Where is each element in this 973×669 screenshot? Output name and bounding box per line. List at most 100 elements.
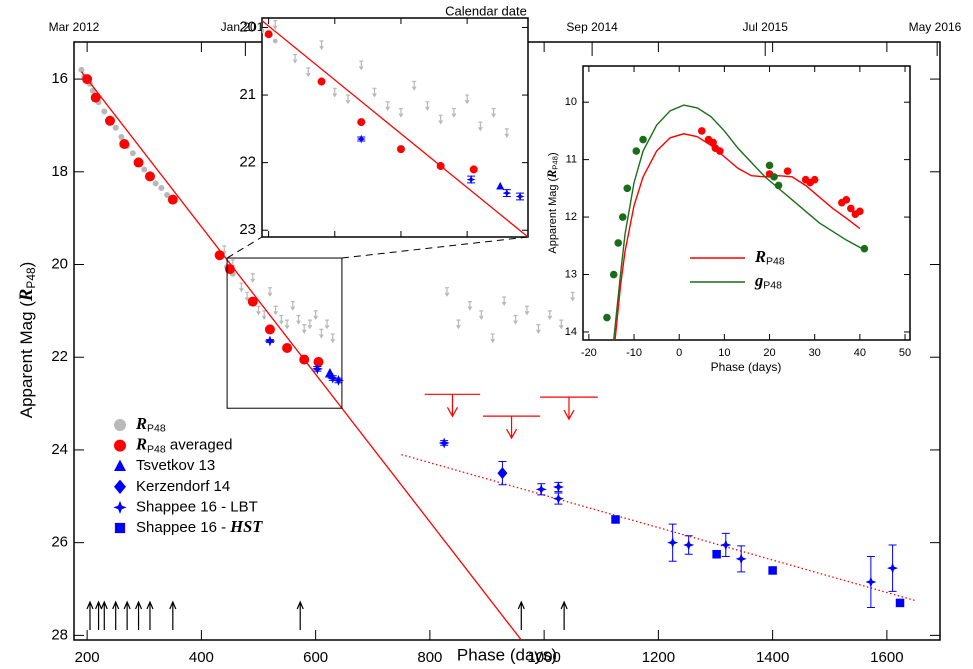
legend-label-part: averaged bbox=[166, 436, 233, 453]
point bbox=[810, 175, 819, 184]
y-tick-label: 28 bbox=[51, 626, 68, 643]
upper-limit-gray bbox=[570, 291, 576, 302]
upper-limit-gray bbox=[444, 287, 450, 297]
point bbox=[469, 165, 478, 174]
point bbox=[720, 539, 732, 551]
epoch-arrow bbox=[517, 600, 525, 630]
y-tick-label: 22 bbox=[51, 348, 68, 365]
point bbox=[114, 522, 126, 534]
legend-label: Shappee 16 - HST bbox=[136, 517, 263, 536]
y-tick-label: 24 bbox=[51, 441, 68, 458]
inset-y-axis-title-part: ) bbox=[547, 152, 559, 156]
point bbox=[735, 553, 747, 565]
trend-line bbox=[401, 453, 916, 602]
point bbox=[119, 138, 130, 149]
y-tick-label: 12 bbox=[565, 211, 577, 223]
x-axis-title: Phase (days) bbox=[457, 645, 557, 664]
point bbox=[158, 185, 165, 192]
legend-label: RP48 bbox=[754, 247, 785, 268]
y-tick-label: 11 bbox=[566, 154, 577, 166]
y-axis-title-part: R bbox=[16, 289, 37, 302]
upper-limit-gray bbox=[467, 300, 473, 311]
point bbox=[535, 483, 547, 495]
point bbox=[609, 270, 618, 279]
point bbox=[241, 10, 249, 18]
upper-limit-gray bbox=[273, 305, 278, 316]
point bbox=[603, 313, 611, 322]
upper-limit-gray bbox=[301, 324, 307, 334]
point bbox=[632, 147, 641, 155]
inset-y-axis-title-part: R bbox=[545, 170, 559, 179]
point bbox=[436, 162, 445, 171]
legend-label-part: P48 bbox=[766, 255, 785, 267]
model-curve bbox=[613, 104, 863, 340]
epoch-arrow bbox=[123, 600, 131, 630]
point bbox=[264, 324, 275, 335]
x-tick-label: 10 bbox=[718, 347, 730, 359]
upper-limit-gray bbox=[513, 314, 518, 325]
x-tick-label: 1400 bbox=[756, 649, 789, 666]
point bbox=[716, 147, 724, 155]
point bbox=[497, 467, 508, 480]
upper-limit bbox=[424, 393, 481, 418]
upper-limit-gray bbox=[451, 107, 457, 118]
epoch-arrow bbox=[86, 600, 94, 630]
upper-limit-gray bbox=[478, 310, 484, 321]
epoch-arrow bbox=[146, 600, 154, 630]
point bbox=[496, 181, 505, 190]
x-tick-label: 20 bbox=[763, 347, 775, 359]
top-tick-label: Jan 2013 bbox=[221, 20, 271, 34]
upper-limit-gray bbox=[239, 282, 244, 293]
point bbox=[356, 134, 366, 144]
upper-limit-gray bbox=[319, 40, 324, 51]
y-tick-label: 14 bbox=[565, 326, 577, 338]
y-axis-title-part: P48 bbox=[24, 267, 38, 289]
point bbox=[133, 157, 144, 168]
point bbox=[860, 244, 869, 253]
inset-y-axis-title-part: Apparent Mag ( bbox=[547, 177, 559, 253]
epoch-arrow bbox=[100, 600, 108, 630]
upper-limit-gray bbox=[524, 305, 530, 316]
point bbox=[623, 184, 632, 193]
upper-limit-gray bbox=[478, 121, 483, 132]
point bbox=[552, 481, 564, 493]
point bbox=[114, 439, 126, 452]
point bbox=[167, 194, 178, 205]
point bbox=[396, 145, 405, 154]
zoom-inset: 20 21 22 23 bbox=[239, 10, 529, 238]
upper-limit-gray bbox=[292, 53, 298, 64]
y-tick-label: 20 bbox=[239, 18, 256, 35]
y-tick-label: 13 bbox=[565, 268, 577, 280]
point bbox=[114, 419, 126, 431]
point bbox=[78, 66, 85, 73]
legend-label: RP48 averaged bbox=[135, 434, 232, 455]
point bbox=[112, 124, 119, 131]
point bbox=[141, 166, 148, 173]
y-tick-label: 26 bbox=[51, 534, 68, 551]
point bbox=[639, 135, 647, 144]
y-tick-label: 23 bbox=[239, 221, 256, 238]
x-tick-label: 50 bbox=[899, 347, 911, 359]
light-curve-inset: 10 11 12 13 14 -20 -10 0 10 20 30 40 50 Apparent Mag … bbox=[545, 65, 911, 359]
legend-label-part: R bbox=[754, 247, 766, 266]
x-tick-label: 600 bbox=[303, 649, 328, 666]
point bbox=[611, 515, 620, 524]
x-tick-label: 800 bbox=[417, 649, 442, 666]
epoch-arrow bbox=[296, 600, 304, 630]
point bbox=[129, 150, 136, 157]
light-curve-data bbox=[603, 104, 869, 340]
y-tick-label: 20 bbox=[51, 255, 68, 272]
top-axis-title: Calendar date bbox=[445, 3, 527, 18]
x-tick-label: 1600 bbox=[870, 649, 903, 666]
point bbox=[272, 38, 278, 44]
point bbox=[104, 115, 115, 126]
upper-limit-gray bbox=[313, 310, 318, 321]
point bbox=[313, 356, 324, 367]
x-tick-label: 1200 bbox=[642, 649, 675, 666]
x-tick-label: 40 bbox=[854, 347, 866, 359]
y-tick-label: 18 bbox=[51, 163, 68, 180]
point bbox=[214, 250, 225, 261]
epoch-arrow bbox=[112, 600, 120, 630]
point bbox=[240, 12, 245, 17]
